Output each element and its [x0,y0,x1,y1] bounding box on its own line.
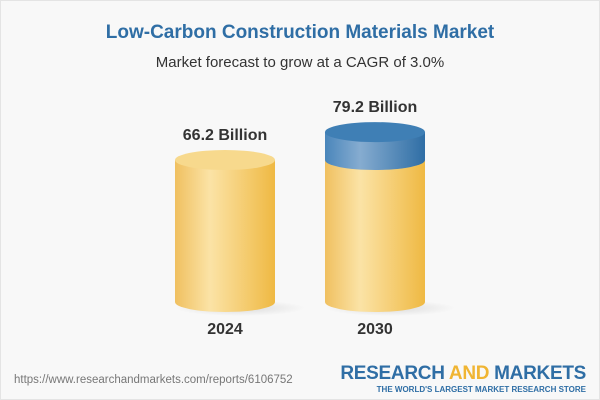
source-url[interactable]: https://www.researchandmarkets.com/repor… [14,374,293,386]
value-label: 66.2 Billion [183,127,267,144]
chart-subtitle: Market forecast to grow at a CAGR of 3.0… [155,54,445,71]
value-label: 79.2 Billion [333,99,417,116]
cylinder-growth-2030-body [325,132,425,170]
chart-title: Low-Carbon Construction Materials Market [105,22,495,43]
logo-tagline: THE WORLD'S LARGEST MARKET RESEARCH STOR… [376,385,586,394]
cylinder-growth-2030-top [325,122,425,143]
cylinder-2024-top [175,150,275,170]
cylinder-2024-body [175,160,275,312]
cylinder-base-2030-body [325,160,425,312]
logo-and: AND [448,363,490,384]
category-label: 2024 [207,321,243,338]
research-and-markets-logo: RESEARCH AND MARKETS THE WORLD'S LARGEST… [340,364,586,396]
category-label: 2030 [357,321,393,338]
logo-markets: MARKETS [494,363,586,384]
logo-research: RESEARCH [340,363,445,384]
